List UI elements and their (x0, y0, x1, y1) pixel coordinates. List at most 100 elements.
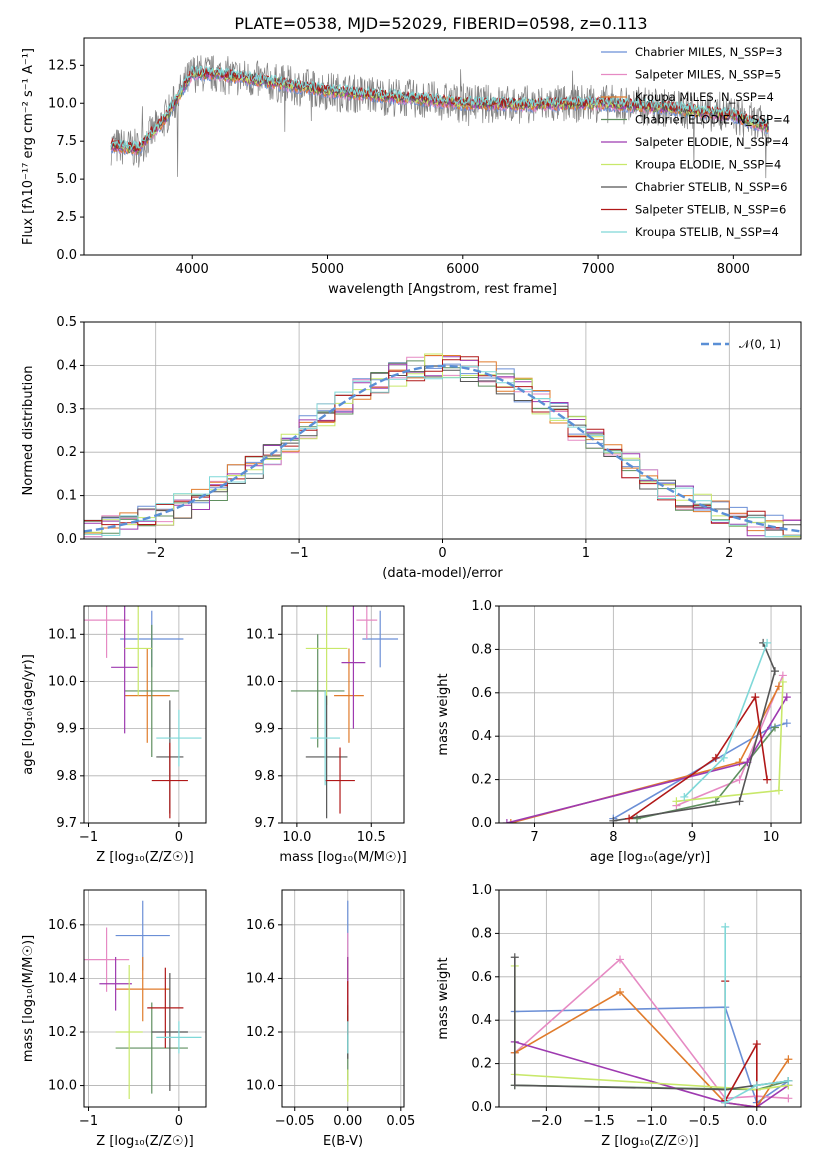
series-point (680, 792, 689, 801)
mass-vs-EBV-xtick-label: 0.00 (333, 1114, 362, 1129)
weight-vs-age-series (502, 638, 791, 823)
age-vs-mass-ytick-label: 10.0 (246, 674, 275, 689)
spectrum-ytick-label: 0.0 (56, 248, 77, 263)
series-point (735, 775, 744, 784)
weight-vs-Z-xlabel: Z [log₁₀(Z/Z☉)] (601, 1134, 698, 1149)
series-line (510, 685, 780, 823)
age-vs-mass-ytick-label: 9.8 (254, 769, 275, 784)
mass-vs-EBV-ytick-label: 10.6 (246, 918, 275, 933)
mass-vs-EBV-xtick-label: 0.05 (386, 1114, 415, 1129)
weight-vs-Z-axes: −2.0 −1.5 −1.0 −0.5 0.0 0.0 0.2 0.4 0.6 0.8 1.0 Z [… (436, 883, 801, 1149)
mass-vs-Z-frame (83, 889, 207, 1108)
weight-vs-Z-ytick-label: 0.0 (471, 1100, 492, 1115)
weight-vs-Z-ytick-label: 1.0 (471, 883, 492, 898)
series-point (502, 819, 511, 823)
spectrum-model-line (110, 65, 769, 151)
series-point (616, 955, 625, 964)
legend-entry: Kroupa MILES, N_SSP=4 (635, 90, 774, 104)
mass-vs-Z-axes: −1 0 10.0 10.2 10.4 10.6 Z [log₁₀(Z/Z☉)] mass [… (21, 890, 206, 1149)
weight-vs-age-xtick-label: 10 (763, 830, 780, 845)
series-line (514, 1041, 789, 1107)
weight-vs-Z-ylabel: mass weight (436, 957, 451, 1039)
series-point (752, 1081, 761, 1090)
spectrum-legend: Chabrier MILES, N_SSP=3 Salpeter MILES, N… (601, 45, 790, 239)
mass-vs-Z-ytick-label: 10.0 (48, 1079, 77, 1094)
spectrum-ytick-label: 12.5 (48, 58, 77, 73)
weight-vs-Z-xtick-label: 0.0 (746, 1114, 767, 1129)
series-point (711, 797, 720, 806)
mass-vs-EBV-ytick-label: 10.2 (246, 1025, 275, 1040)
legend-entry: Salpeter STELIB, N_SSP=6 (635, 203, 786, 217)
residual-hists (84, 353, 801, 538)
weight-vs-age-xtick-label: 8 (609, 830, 617, 845)
residuals-xtick-label: 2 (725, 546, 733, 561)
series-point (774, 786, 783, 795)
weight-vs-age-ytick-label: 0.4 (471, 729, 492, 744)
weight-vs-Z-series (510, 922, 793, 1107)
age-vs-mass-ytick-label: 10.1 (246, 627, 275, 642)
series-point (782, 693, 791, 702)
residuals-ytick-label: 0.5 (56, 315, 77, 330)
age-vs-Z-axes: −1 0 9.7 9.8 9.9 10.0 10.1 Z [log₁₀(Z/Z☉)] age [… (21, 606, 206, 865)
mass-vs-EBV-xlabel: E(B-V) (323, 1134, 363, 1149)
residuals-ytick-label: 0.0 (56, 532, 77, 547)
weight-vs-age-xtick-label: 9 (688, 830, 696, 845)
residual-histogram (84, 356, 801, 536)
age-vs-mass-ytick-label: 9.9 (254, 722, 275, 737)
legend-entry: Chabrier STELIB, N_SSP=6 (635, 180, 787, 194)
residuals-xtick-label: 0 (438, 546, 446, 561)
spectrum-xtick-label: 6000 (446, 262, 479, 277)
age-vs-mass-points (290, 606, 399, 819)
age-vs-mass-axes: 10.0 10.5 9.7 9.8 9.9 10.0 10.1 mass [log₁₀(M/M… (246, 606, 407, 865)
series-point (784, 1076, 793, 1085)
series-line (628, 694, 768, 820)
residuals-ytick-label: 0.1 (56, 489, 77, 504)
legend-entry: Salpeter MILES, N_SSP=5 (635, 68, 781, 82)
age-vs-mass-xlabel: mass [log₁₀(M/M☉)] (279, 850, 406, 865)
spectrum-ytick-label: 5.0 (56, 172, 77, 187)
residuals-xtick-label: 1 (582, 546, 590, 561)
weight-vs-age-axes: 7 8 9 10 0.0 0.2 0.4 0.6 0.8 1.0 age [log₁₀(age/yr… (436, 599, 801, 865)
residuals-ytick-label: 0.3 (56, 402, 77, 417)
legend-entry: Kroupa ELODIE, N_SSP=4 (635, 158, 781, 172)
series-point (752, 1040, 761, 1049)
series-point (632, 814, 641, 823)
legend-entry: Salpeter ELODIE, N_SSP=4 (635, 135, 789, 149)
weight-vs-Z-ytick-label: 0.4 (471, 1013, 492, 1028)
spectrum-ytick-label: 10.0 (48, 96, 77, 111)
residuals-axes: −2 −1 0 1 2 0.0 0.1 0.2 0.3 0.4 0.5 (data-model)/er… (21, 315, 801, 581)
series-point (721, 922, 730, 931)
spectrum-lines (110, 55, 769, 179)
residuals-frame (83, 321, 802, 540)
mass-vs-Z-xtick-label: 0 (175, 1114, 183, 1129)
series-point (763, 775, 772, 784)
mass-vs-EBV-xtick-label: −0.05 (275, 1114, 315, 1129)
mass-vs-Z-ytick-label: 10.6 (48, 918, 77, 933)
weight-vs-Z-ytick-label: 0.2 (471, 1057, 492, 1072)
age-vs-Z-xlabel: Z [log₁₀(Z/Z☉)] (96, 850, 193, 865)
mass-vs-EBV-axes: −0.05 0.00 0.05 10.0 10.2 10.4 10.6 E(B-V) (246, 890, 415, 1149)
mass-vs-Z-points (84, 900, 202, 1099)
residuals-ytick-label: 0.4 (56, 358, 77, 373)
mass-vs-EBV-frame (281, 889, 405, 1108)
series-point (609, 816, 618, 823)
age-vs-Z-ytick-label: 10.1 (48, 627, 77, 642)
age-vs-Z-ylabel: age [log₁₀(age/yr)] (21, 654, 36, 775)
series-point (719, 753, 728, 762)
mass-vs-EBV-ytick-label: 10.0 (246, 1079, 275, 1094)
weight-vs-Z-frame (498, 889, 802, 1108)
series-point (711, 753, 720, 762)
series-point (778, 677, 787, 686)
series-point (770, 723, 779, 732)
weight-vs-age-ylabel: mass weight (436, 673, 451, 755)
spectrum-ylabel: Flux [fλ10⁻¹⁷ erg cm⁻² s⁻¹ A⁻¹] (21, 48, 36, 245)
spectrum-xtick-label: 8000 (717, 262, 750, 277)
series-point (784, 1055, 793, 1064)
gaussian-reference-line (84, 364, 801, 533)
mass-vs-Z-ylabel: mass [log₁₀(M/M☉)] (21, 935, 36, 1062)
age-vs-Z-ytick-label: 9.8 (56, 769, 77, 784)
age-vs-Z-ytick-label: 10.0 (48, 674, 77, 689)
weight-vs-Z-xtick-label: −0.5 (688, 1114, 720, 1129)
spectrum-ytick-label: 7.5 (56, 134, 77, 149)
residual-histogram (84, 366, 801, 538)
